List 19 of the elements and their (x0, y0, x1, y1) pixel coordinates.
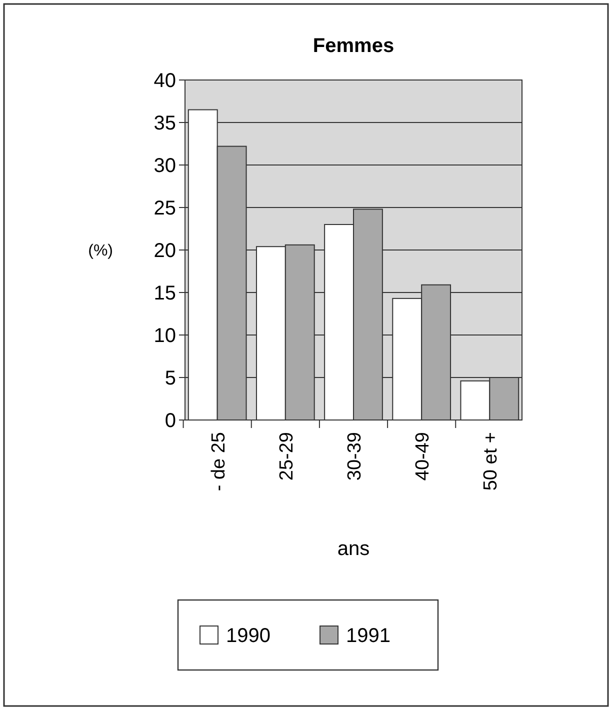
x-axis-title: ans (337, 538, 370, 560)
x-tick-label: 40-49 (412, 432, 434, 481)
y-tick-label: 10 (154, 325, 176, 347)
legend-label: 1990 (226, 625, 270, 647)
y-tick-label: 5 (164, 368, 176, 390)
y-tick-label: 40 (154, 70, 176, 92)
chart-title: Femmes (312, 35, 394, 57)
x-tick-label: 30-39 (344, 432, 366, 481)
y-tick-label: 0 (164, 410, 176, 432)
y-tick-label: 15 (154, 282, 176, 304)
y-tick-label: 20 (154, 240, 176, 262)
x-tick-label: - de 25 (208, 432, 230, 492)
y-tick-label: 25 (154, 198, 176, 220)
y-tick-label: 35 (154, 112, 176, 134)
x-tick-label: 25-29 (276, 432, 298, 481)
legend-label: 1991 (346, 625, 390, 647)
x-tick-label: 50 et + (480, 432, 502, 491)
y-axis-title: (%) (88, 242, 113, 260)
y-tick-label: 30 (154, 155, 176, 177)
